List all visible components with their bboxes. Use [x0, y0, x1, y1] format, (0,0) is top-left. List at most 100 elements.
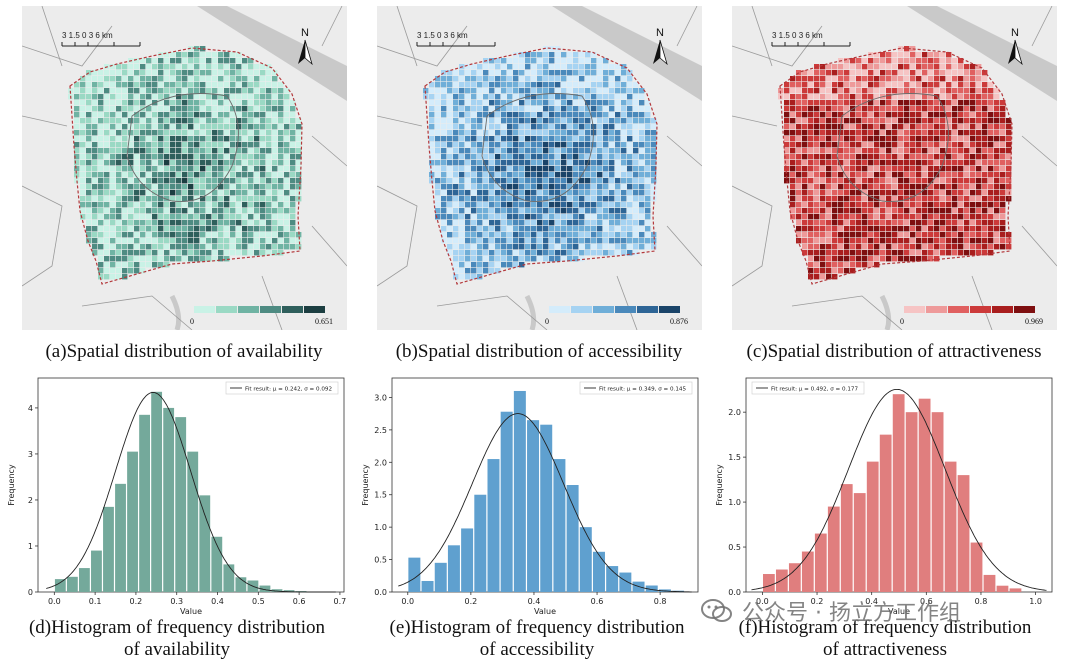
grid-cell: [1000, 124, 1006, 130]
grid-cell: [465, 256, 471, 262]
grid-cell: [513, 196, 519, 202]
grid-cell: [164, 244, 170, 250]
grid-cell: [296, 184, 302, 190]
grid-cell: [537, 208, 543, 214]
grid-cell: [110, 226, 116, 232]
grid-cell: [946, 226, 952, 232]
grid-cell: [621, 214, 627, 220]
grid-cell: [597, 154, 603, 160]
grid-cell: [74, 166, 80, 172]
grid-cell: [477, 172, 483, 178]
grid-cell: [627, 208, 633, 214]
grid-cell: [886, 124, 892, 130]
grid-cell: [471, 166, 477, 172]
grid-cell: [934, 238, 940, 244]
grid-cell: [952, 64, 958, 70]
grid-cell: [441, 124, 447, 130]
grid-cell: [182, 166, 188, 172]
grid-cell: [904, 160, 910, 166]
caption-histogram-accessibility: (e)Histogram of frequency distribution o…: [357, 617, 717, 661]
grid-cell: [92, 106, 98, 112]
grid-cell: [573, 178, 579, 184]
grid-cell: [591, 148, 597, 154]
grid-cell: [182, 214, 188, 220]
grid-cell: [212, 256, 218, 262]
grid-cell: [128, 100, 134, 106]
grid-cell: [278, 154, 284, 160]
grid-cell: [814, 148, 820, 154]
grid-cell: [844, 256, 850, 262]
grid-cell: [1000, 208, 1006, 214]
grid-cell: [525, 154, 531, 160]
grid-cell: [525, 202, 531, 208]
grid-cell: [790, 112, 796, 118]
grid-cell: [796, 178, 802, 184]
grid-cell: [916, 100, 922, 106]
grid-cell: [164, 106, 170, 112]
grid-cell: [862, 82, 868, 88]
grid-cell: [471, 124, 477, 130]
grid-cell: [964, 94, 970, 100]
grid-cell: [68, 88, 74, 94]
grid-cell: [194, 244, 200, 250]
grid-cell: [206, 64, 212, 70]
grid-cell: [110, 154, 116, 160]
grid-cell: [1006, 190, 1012, 196]
grid-cell: [501, 82, 507, 88]
grid-cell: [531, 100, 537, 106]
grid-cell: [128, 112, 134, 118]
river-branch: [879, 294, 892, 330]
grid-cell: [910, 118, 916, 124]
grid-cell: [591, 142, 597, 148]
grid-cell: [164, 64, 170, 70]
grid-cell: [278, 250, 284, 256]
grid-cell: [290, 148, 296, 154]
wechat-icon: [701, 599, 732, 622]
grid-cell: [591, 238, 597, 244]
grid-cell: [477, 142, 483, 148]
grid-cell: [784, 142, 790, 148]
grid-cell: [1000, 202, 1006, 208]
grid-cell: [531, 244, 537, 250]
grid-cell: [164, 202, 170, 208]
grid-cell: [489, 220, 495, 226]
grid-cell: [477, 178, 483, 184]
grid-cell: [519, 196, 525, 202]
grid-cell: [892, 214, 898, 220]
grid-cell: [886, 220, 892, 226]
y-tick-label: 0.5: [728, 543, 741, 552]
grid-cell: [922, 178, 928, 184]
grid-cell: [910, 82, 916, 88]
grid-cell: [537, 142, 543, 148]
grid-cell: [218, 100, 224, 106]
grid-cell: [928, 82, 934, 88]
y-tick-label: 0.5: [374, 556, 387, 565]
grid-cell: [441, 160, 447, 166]
grid-cell: [176, 184, 182, 190]
grid-cell: [832, 208, 838, 214]
grid-cell: [495, 238, 501, 244]
grid-cell: [988, 238, 994, 244]
grid-cell: [892, 94, 898, 100]
grid-cell: [868, 100, 874, 106]
grid-cell: [808, 250, 814, 256]
grid-cell: [814, 262, 820, 268]
grid-cell: [429, 82, 435, 88]
grid-cell: [284, 100, 290, 106]
grid-cell: [465, 94, 471, 100]
grid-cell: [200, 100, 206, 106]
grid-cell: [573, 88, 579, 94]
grid-cell: [892, 106, 898, 112]
grid-cell: [832, 100, 838, 106]
grid-cell: [170, 208, 176, 214]
grid-cell: [266, 238, 272, 244]
grid-cell: [248, 214, 254, 220]
grid-cell: [579, 208, 585, 214]
grid-cell: [477, 160, 483, 166]
grid-cell: [74, 82, 80, 88]
grid-cell: [242, 76, 248, 82]
grid-cell: [567, 250, 573, 256]
grid-cell: [501, 70, 507, 76]
histogram-bar: [211, 536, 223, 592]
grid-cell: [838, 64, 844, 70]
